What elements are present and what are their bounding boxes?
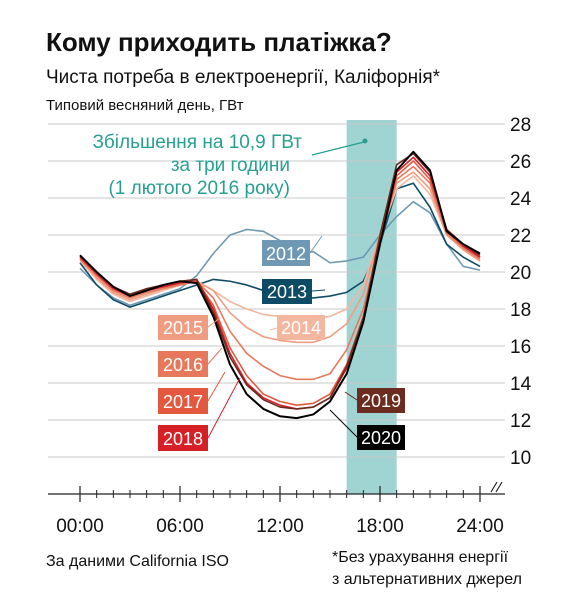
- y-tick-label: 22: [510, 226, 531, 247]
- legend-box: [357, 388, 405, 413]
- y-tick-label: 28: [510, 115, 531, 136]
- legend-box: [357, 425, 405, 450]
- legend-box: [158, 425, 208, 451]
- series-line: [79, 150, 481, 420]
- legend-label: 2018: [163, 429, 203, 449]
- legend-leader: [207, 371, 226, 402]
- legend-label: 2013: [267, 282, 307, 302]
- legend-leader: [269, 327, 278, 331]
- chart-subtitle: Чиста потреба в електроенергії, Каліфорн…: [46, 67, 441, 88]
- legend-leader: [207, 347, 223, 365]
- note: *Без урахування енергії: [332, 549, 509, 566]
- source: За даними California ISO: [46, 553, 229, 570]
- legend-label: 2015: [163, 318, 203, 338]
- legend-leader: [207, 377, 241, 439]
- legend-box: [277, 315, 325, 340]
- x-tick-label: 00:00: [56, 516, 104, 537]
- legend-leader: [309, 235, 323, 254]
- y-tick-label: 14: [510, 374, 532, 395]
- y-tick-label: 12: [510, 411, 531, 432]
- chart-title: Кому приходить платіжка?: [46, 27, 392, 57]
- axis-break: [490, 481, 503, 493]
- legend-label: 2019: [361, 391, 401, 411]
- note: з альтернативних джерел: [332, 571, 522, 588]
- annotation-dot: [362, 138, 368, 144]
- legend-leader: [207, 317, 221, 328]
- series-line: [79, 165, 481, 381]
- x-tick-label: 18:00: [356, 516, 404, 537]
- y-axis-label: Типовий весняний день, ГВт: [46, 97, 244, 114]
- legend-box: [158, 351, 208, 377]
- legend-leader: [329, 409, 358, 438]
- y-tick-label: 18: [510, 300, 531, 321]
- legend-label: 2017: [163, 392, 203, 412]
- x-tick-label: 06:00: [156, 516, 204, 537]
- legend-leader: [344, 391, 358, 401]
- legend-label: 2020: [361, 428, 401, 448]
- series-line: [79, 152, 481, 410]
- x-tick-label: 12:00: [256, 516, 304, 537]
- annotation: Збільшення на 10,9 ГВт: [92, 132, 302, 153]
- annotation-leader: [311, 141, 365, 156]
- x-tick-label: 24:00: [456, 516, 504, 537]
- annotation: за три години: [171, 155, 290, 176]
- series-line: [79, 171, 481, 344]
- legend-label: 2016: [163, 355, 203, 375]
- legend-box: [158, 388, 208, 414]
- legend-box: [158, 315, 208, 340]
- legend-box: [262, 240, 310, 266]
- annotation: (1 лютого 2016 року): [108, 178, 290, 199]
- y-tick-label: 20: [510, 263, 531, 284]
- y-tick-label: 16: [510, 337, 531, 358]
- legend-label: 2014: [281, 318, 321, 338]
- y-tick-label: 24: [510, 189, 532, 210]
- legend-label: 2012: [266, 244, 306, 264]
- legend-box: [262, 279, 312, 304]
- legend-leader: [311, 289, 326, 292]
- y-tick-label: 10: [510, 448, 531, 469]
- y-tick-label: 26: [510, 152, 531, 173]
